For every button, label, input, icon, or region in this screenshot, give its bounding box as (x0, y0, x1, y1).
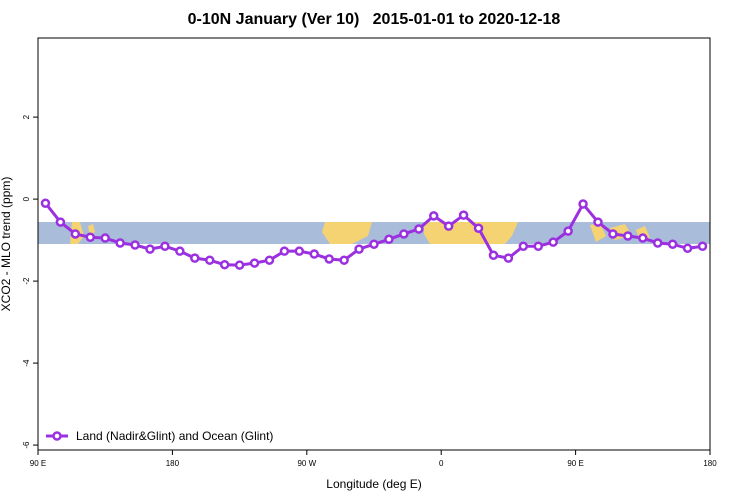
point (100, 233, 110, 243)
y-tick-label: -4 (22, 359, 31, 367)
x-tick-label: 180 (166, 459, 180, 468)
point (503, 253, 514, 263)
x-tick-label: 90 E (30, 459, 46, 468)
point (264, 255, 275, 265)
point (70, 229, 81, 239)
point (623, 231, 633, 241)
x-axis-label: Longitude (deg E) (326, 477, 421, 491)
y-axis-label: XCO2 - MLO trend (ppm) (0, 177, 13, 312)
point (697, 241, 708, 252)
point (428, 211, 439, 221)
point (219, 259, 230, 270)
point (279, 246, 290, 256)
point (667, 239, 678, 249)
point (160, 241, 170, 252)
point (190, 253, 200, 263)
point (130, 240, 140, 250)
point (473, 223, 484, 233)
y-tick-label: 2 (22, 114, 31, 119)
x-tick-label: 0 (439, 459, 444, 468)
point (443, 221, 454, 231)
point (115, 238, 125, 248)
point (578, 199, 588, 209)
point (369, 239, 379, 249)
point (533, 241, 544, 252)
point (548, 237, 558, 247)
y-tick-label: -6 (22, 441, 31, 449)
x-tick-label: 90 W (297, 459, 316, 468)
point (414, 224, 424, 234)
point (384, 234, 394, 245)
point (652, 238, 663, 248)
legend-label: Land (Nadir&Glint) and Ocean (Glint) (76, 429, 273, 443)
point (518, 241, 529, 252)
point (40, 198, 51, 208)
x-tick-label: 90 E (567, 459, 583, 468)
point (458, 210, 469, 220)
point (234, 260, 245, 270)
point (55, 217, 66, 227)
point (85, 232, 96, 242)
point (204, 255, 215, 265)
point (175, 246, 185, 256)
point (324, 254, 334, 264)
point (249, 258, 260, 268)
point (593, 217, 603, 227)
y-tick-label: 0 (22, 196, 31, 201)
plot-frame (37, 37, 711, 451)
point (608, 229, 618, 239)
point (294, 246, 305, 256)
point (399, 229, 409, 239)
point (145, 244, 155, 254)
chart-title: 0-10N January (Ver 10) 2015-01-01 to 202… (188, 11, 561, 28)
x-tick-label: 180 (703, 459, 717, 468)
point (638, 233, 648, 243)
point (488, 250, 499, 261)
y-tick-label: -2 (22, 277, 31, 285)
point (682, 243, 693, 254)
legend-marker (52, 431, 62, 441)
point (309, 249, 320, 259)
point (563, 226, 573, 236)
point (354, 244, 364, 254)
point (339, 255, 349, 265)
